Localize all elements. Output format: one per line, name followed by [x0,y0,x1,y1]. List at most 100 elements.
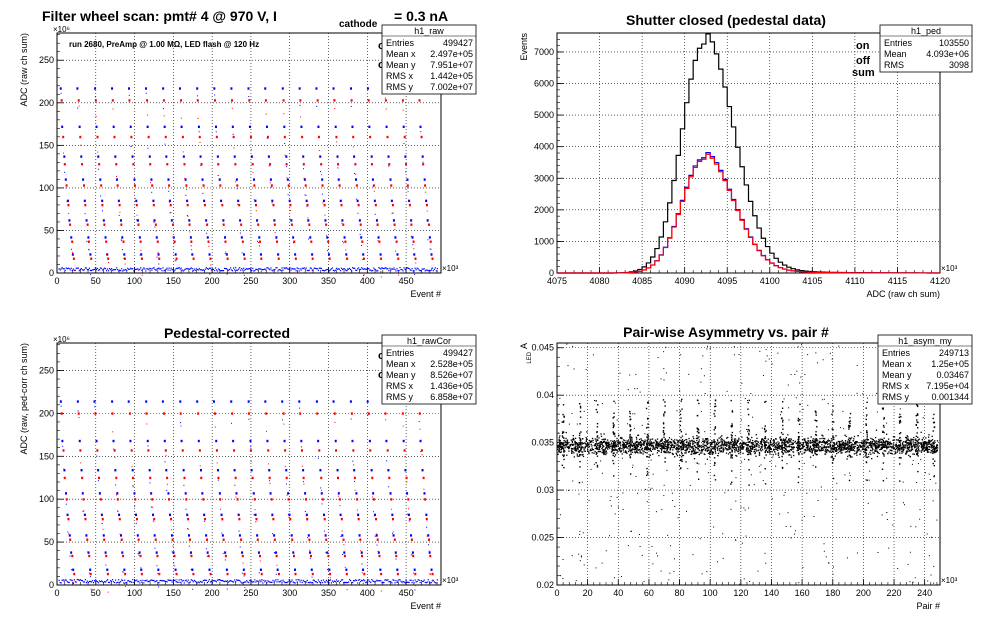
data-point-on [78,125,81,129]
data-point-on [354,178,357,181]
data-point-off [82,498,85,501]
data-point-on [89,568,92,571]
data-point [926,451,929,453]
data-point [928,441,931,443]
pedestal-point [228,580,231,582]
data-point-on [135,522,137,524]
y-tick-label: 0.04 [536,390,554,400]
pedestal-point [386,579,388,582]
pedestal-point [410,269,412,271]
data-point-off [367,412,370,415]
pedestal-point [322,579,324,581]
data-point-off [233,449,236,452]
pedestal-point [124,579,126,581]
data-point-on [248,96,250,98]
data-point [637,434,640,436]
data-point [800,443,803,446]
data-point [640,445,643,447]
data-point [598,445,600,447]
data-point [574,448,577,450]
data-point [845,435,847,438]
data-point-on [70,551,73,554]
x-axis-label: Event # [410,601,441,611]
data-point [740,446,742,448]
pedestal-point [269,581,271,583]
data-point-off [367,99,370,102]
data-point-on [146,125,149,129]
data-point-on [106,253,109,256]
data-point [735,454,737,457]
pedestal-point [132,268,134,270]
data-point-off [255,517,258,521]
pedestal-point [334,581,337,583]
data-point [917,455,919,457]
data-point [588,446,591,448]
data-point [629,441,631,443]
pedestal-point [219,270,222,272]
pedestal-point [409,269,411,271]
data-point [885,433,888,435]
data-point-off [273,220,275,222]
data-point [759,441,762,443]
data-point [827,440,830,442]
data-point [670,446,672,449]
pedestal-point [393,267,395,269]
chart-title: Pedestal-corrected [164,325,290,341]
data-point [783,440,786,442]
pedestal-point [348,267,351,270]
data-point [909,442,912,444]
data-point-off [363,274,365,276]
data-point-off [323,203,326,207]
data-point-off [393,223,396,226]
data-point [775,438,777,440]
data-point-on [139,254,141,256]
data-point-on [275,551,278,554]
pedestal-point [227,581,230,583]
data-point [897,446,899,449]
data-point-off [196,99,199,102]
data-point [594,447,597,450]
data-point-off [362,257,365,260]
data-point [628,454,631,456]
data-point [779,437,781,439]
data-point [560,441,562,444]
pedestal-point [68,581,70,584]
data-point-on [173,242,175,244]
data-point-on [404,155,407,158]
data-point-off [325,538,328,541]
data-point [741,447,743,449]
data-point-on [355,198,357,200]
data-point [788,449,790,452]
data-point-on [192,588,194,590]
data-point-on [150,506,152,508]
legend-on: on [856,40,870,52]
data-point-on [271,513,274,517]
pedestal-point [307,581,309,584]
data-point [815,440,817,443]
data-point [839,445,842,447]
pedestal-point [391,582,393,584]
pedestal-point [391,268,393,270]
data-point [721,442,723,444]
data-point [816,453,818,456]
x-tick-label: 220 [887,588,902,598]
data-point-on [217,469,220,472]
data-point [921,444,923,447]
data-point [588,443,590,446]
data-point [858,450,860,452]
pedestal-point [239,267,241,269]
data-point-on [410,554,412,556]
data-point-on [77,107,79,109]
data-point-on [372,511,374,513]
data-point [856,449,859,451]
data-point [884,443,886,445]
data-point-off [274,553,276,555]
data-point [606,452,608,454]
pedestal-point [71,579,73,582]
data-point [839,444,841,446]
data-point-off [71,251,73,253]
data-point [559,449,561,451]
pedestal-point [158,267,160,269]
pedestal-point [229,580,232,582]
data-point [592,449,595,451]
